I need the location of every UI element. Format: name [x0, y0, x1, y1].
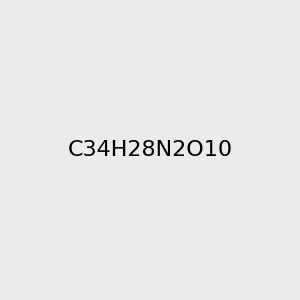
Text: C34H28N2O10: C34H28N2O10 [68, 140, 232, 160]
